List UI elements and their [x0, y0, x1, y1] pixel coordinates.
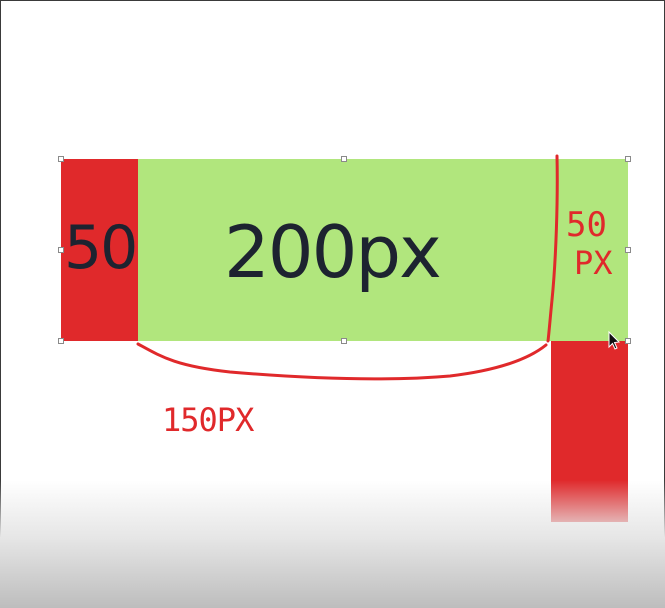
green-main-box[interactable]	[138, 159, 628, 341]
selection-handle-top-right[interactable]	[625, 156, 631, 162]
left-box-label: 50	[64, 213, 138, 283]
ink-annotation-50: 50	[566, 205, 607, 245]
ink-annotation-150px: 150PX	[162, 401, 254, 439]
ink-width-brace	[136, 342, 548, 381]
selection-handle-top-middle[interactable]	[341, 156, 347, 162]
selection-handle-bottom-left[interactable]	[58, 338, 64, 344]
selection-handle-middle-right[interactable]	[625, 247, 631, 253]
selection-handle-bottom-middle[interactable]	[341, 338, 347, 344]
red-left-box[interactable]	[61, 159, 138, 341]
ink-annotation-px: PX	[574, 244, 613, 282]
selection-handle-middle-left[interactable]	[58, 247, 64, 253]
window-bottom-shadow	[0, 480, 665, 608]
mouse-cursor-icon	[608, 330, 621, 350]
ink-vertical-divider	[546, 154, 559, 343]
selection-handle-top-left[interactable]	[58, 156, 64, 162]
main-box-label: 200px	[224, 210, 442, 294]
selection-handle-bottom-right[interactable]	[625, 338, 631, 344]
